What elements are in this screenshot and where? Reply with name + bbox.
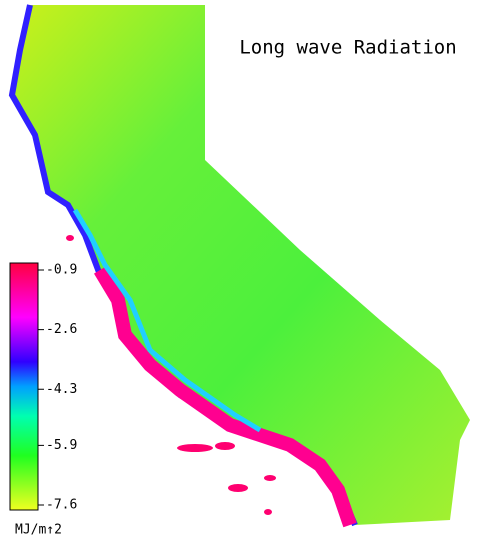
land <box>12 5 470 525</box>
map-title: Long wave Radiation <box>239 37 456 59</box>
tick-label: -2.6 <box>46 322 77 337</box>
colorbar-unit: MJ/m↑2 <box>15 523 62 538</box>
colorbar-ticks: -0.9 -2.6 -4.3 -5.9 -7.6 <box>38 263 77 513</box>
tick-label: -0.9 <box>46 263 77 278</box>
tick-label: -5.9 <box>46 438 77 453</box>
islands <box>66 235 276 515</box>
colorbar <box>9 262 39 511</box>
tick-label: -7.6 <box>46 498 77 513</box>
california-map <box>8 4 470 528</box>
coast-warm <box>93 266 357 528</box>
tick-label: -4.3 <box>46 382 77 397</box>
coast-cool <box>72 208 262 433</box>
